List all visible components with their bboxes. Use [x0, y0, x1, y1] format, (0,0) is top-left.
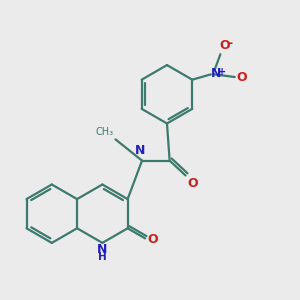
Text: O: O [236, 70, 247, 83]
Text: CH₃: CH₃ [95, 127, 113, 137]
Text: N: N [135, 144, 145, 158]
Text: -: - [227, 37, 232, 50]
Text: N: N [97, 243, 108, 256]
Text: O: O [188, 176, 198, 190]
Text: +: + [218, 67, 226, 77]
Text: O: O [219, 38, 230, 52]
Text: N: N [211, 67, 221, 80]
Text: H: H [98, 252, 107, 262]
Text: O: O [147, 233, 158, 247]
